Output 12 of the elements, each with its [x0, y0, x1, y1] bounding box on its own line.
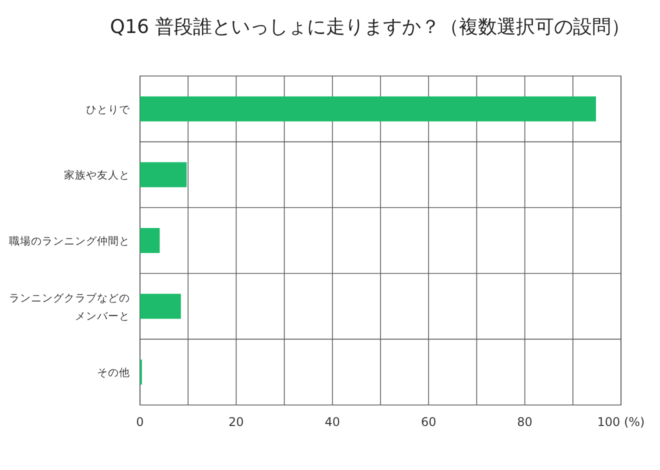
y-tick-label: ランニングクラブなどのメンバーと	[9, 291, 130, 322]
x-tick-label: 0	[136, 415, 144, 429]
y-tick-label: ひとりで	[86, 104, 131, 116]
x-tick-label: 80	[517, 415, 532, 429]
y-tick-label: その他	[97, 367, 130, 380]
x-tick-label: 20	[228, 415, 244, 429]
x-tick-label: 40	[324, 415, 340, 429]
y-tick-label: 職場のランニング仲間と	[9, 234, 130, 248]
title: Q16 普段誰といっしょに走りますか？（複数選択可の設問）	[110, 16, 630, 38]
y-tick-label: 家族や友人と	[64, 168, 130, 182]
x-tick-label: 60	[420, 415, 436, 429]
x-tick-label: 100 (%)	[597, 415, 645, 429]
